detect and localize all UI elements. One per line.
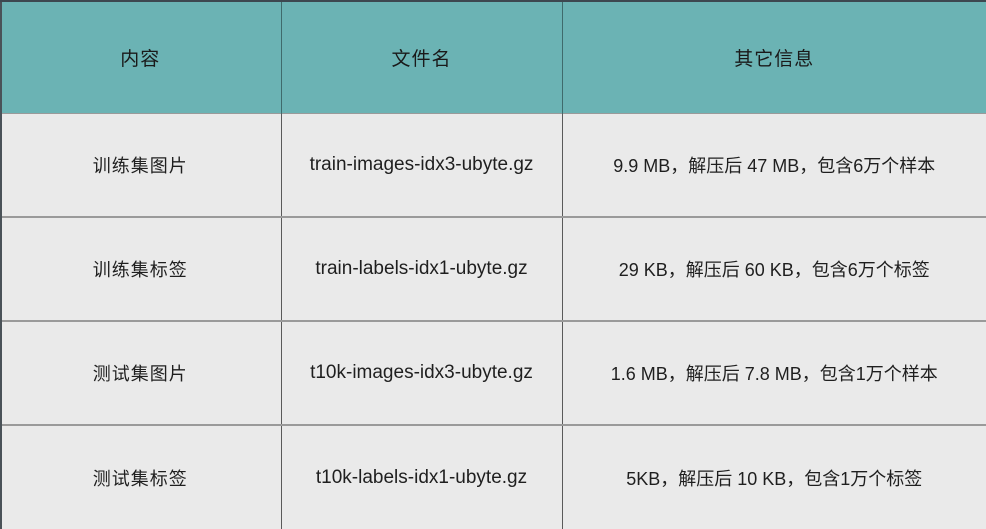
column-header-info: 其它信息	[562, 0, 986, 113]
cell-filename: t10k-labels-idx1-ubyte.gz	[281, 424, 563, 529]
table-header-row: 内容 文件名 其它信息	[0, 0, 986, 113]
cell-info: 1.6 MB，解压后 7.8 MB，包含1万个样本	[562, 320, 986, 425]
table-row: 测试集标签 t10k-labels-idx1-ubyte.gz 5KB，解压后 …	[0, 424, 986, 529]
cell-content: 测试集标签	[0, 424, 282, 529]
cell-filename: train-images-idx3-ubyte.gz	[281, 112, 563, 217]
table-body: 训练集图片 train-images-idx3-ubyte.gz 9.9 MB，…	[0, 112, 986, 529]
cell-content: 测试集图片	[0, 320, 282, 425]
cell-content: 训练集标签	[0, 216, 282, 321]
cell-filename: train-labels-idx1-ubyte.gz	[281, 216, 563, 321]
cell-info: 9.9 MB，解压后 47 MB，包含6万个样本	[562, 112, 986, 217]
table-row: 训练集图片 train-images-idx3-ubyte.gz 9.9 MB，…	[0, 112, 986, 217]
column-header-content: 内容	[0, 0, 282, 113]
cell-info: 5KB，解压后 10 KB，包含1万个标签	[562, 424, 986, 529]
cell-filename: t10k-images-idx3-ubyte.gz	[281, 320, 563, 425]
cell-info: 29 KB，解压后 60 KB，包含6万个标签	[562, 216, 986, 321]
column-header-filename: 文件名	[281, 0, 563, 113]
cell-content: 训练集图片	[0, 112, 282, 217]
table-row: 训练集标签 train-labels-idx1-ubyte.gz 29 KB，解…	[0, 216, 986, 321]
table-header: 内容 文件名 其它信息	[0, 0, 986, 113]
table-row: 测试集图片 t10k-images-idx3-ubyte.gz 1.6 MB，解…	[0, 320, 986, 425]
